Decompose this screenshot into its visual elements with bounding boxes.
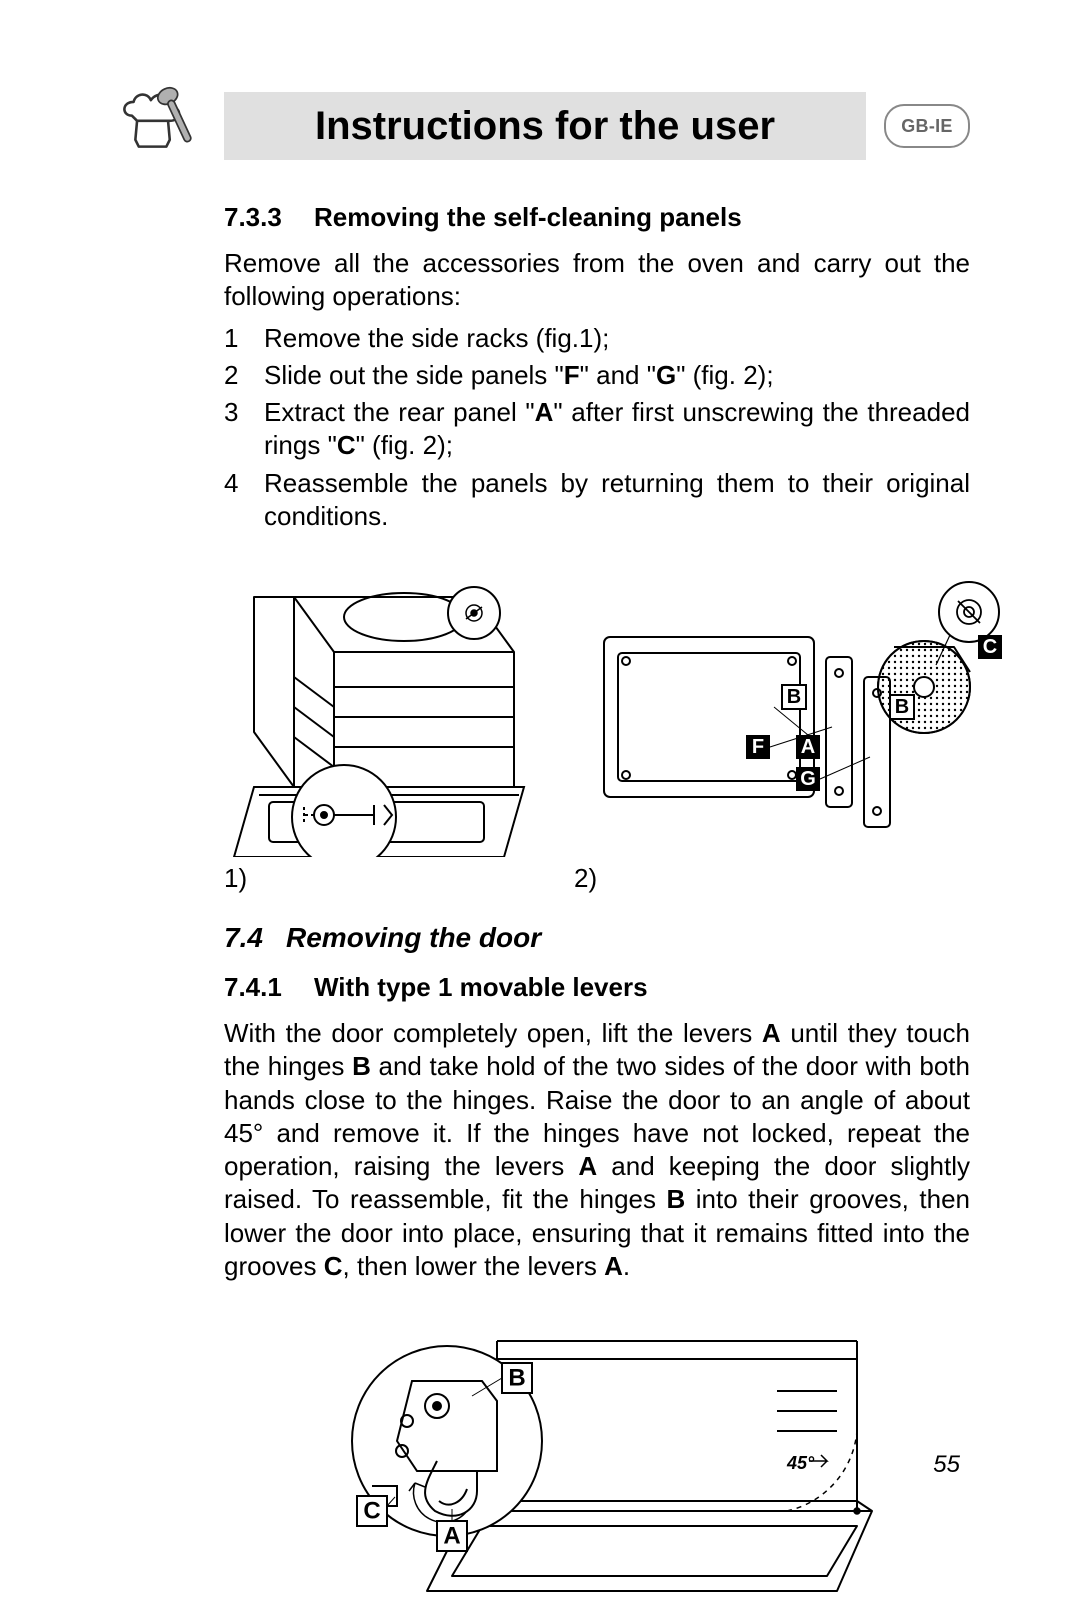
content-area: 7.3.3Removing the self-cleaning panels R… <box>224 202 970 1611</box>
region-badge: GB-IE <box>884 104 970 148</box>
heading-733: 7.3.3Removing the self-cleaning panels <box>224 202 970 233</box>
step-item: 2 Slide out the side panels "F" and "G" … <box>224 359 970 392</box>
figures-733: 1) <box>224 557 970 894</box>
heading-741-number: 7.4.1 <box>224 972 314 1003</box>
step-text: Slide out the side panels "F" and "G" (f… <box>264 359 970 392</box>
figure-1-col: 1) <box>224 557 544 894</box>
figure-2-label: 2) <box>574 863 1004 894</box>
page-title-bar: Instructions for the user <box>224 92 866 160</box>
page: Instructions for the user GB-IE 7.3.3Rem… <box>0 0 1080 1529</box>
heading-74-title: Removing the door <box>286 922 541 953</box>
cooking-icon <box>110 80 202 172</box>
region-badge-text: GB-IE <box>901 116 953 137</box>
steps-733: 1 Remove the side racks (fig.1); 2 Slide… <box>224 322 970 534</box>
svg-text:C: C <box>363 1498 380 1525</box>
paragraph-741: With the door completely open, lift the … <box>224 1017 970 1283</box>
heading-741-title: With type 1 movable levers <box>314 972 648 1002</box>
figure-1 <box>224 557 544 857</box>
page-number: 55 <box>933 1451 960 1479</box>
heading-74-number: 7.4 <box>224 922 286 954</box>
svg-text:A: A <box>801 736 815 758</box>
svg-text:A: A <box>443 1523 460 1550</box>
svg-text:B: B <box>895 696 909 718</box>
heading-733-title: Removing the self-cleaning panels <box>314 202 742 232</box>
figure-1-label: 1) <box>224 863 544 894</box>
svg-text:F: F <box>752 736 764 758</box>
step-text: Reassemble the panels by returning them … <box>264 467 970 534</box>
step-number: 2 <box>224 359 264 392</box>
step-item: 1 Remove the side racks (fig.1); <box>224 322 970 355</box>
heading-741: 7.4.1With type 1 movable levers <box>224 972 970 1003</box>
step-item: 3 Extract the rear panel "A" after first… <box>224 396 970 463</box>
svg-text:B: B <box>508 1365 525 1392</box>
step-text: Extract the rear panel "A" after first u… <box>264 396 970 463</box>
step-number: 4 <box>224 467 264 534</box>
svg-text:45°: 45° <box>786 1453 815 1473</box>
figure-2-col: C B B F A G <box>574 557 1004 894</box>
header-row: Instructions for the user GB-IE <box>110 80 970 172</box>
svg-text:G: G <box>800 768 816 790</box>
heading-733-number: 7.3.3 <box>224 202 314 233</box>
svg-text:C: C <box>983 636 997 658</box>
heading-74: 7.4Removing the door <box>224 922 970 954</box>
page-title: Instructions for the user <box>315 104 775 149</box>
step-text: Remove the side racks (fig.1); <box>264 322 970 355</box>
step-number: 1 <box>224 322 264 355</box>
step-item: 4 Reassemble the panels by returning the… <box>224 467 970 534</box>
figure-3-wrap: 45° <box>224 1311 970 1611</box>
figure-3: 45° <box>317 1311 877 1611</box>
step-number: 3 <box>224 396 264 463</box>
figure-2: C B B F A G <box>574 557 1004 857</box>
intro-733: Remove all the accessories from the oven… <box>224 247 970 314</box>
svg-text:B: B <box>787 686 801 708</box>
